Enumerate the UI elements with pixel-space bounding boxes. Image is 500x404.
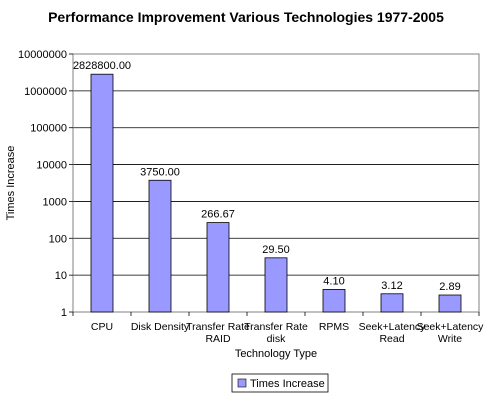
data-label: 4.10 xyxy=(323,275,344,287)
data-label: 3.12 xyxy=(381,280,402,292)
chart-title: Performance Improvement Various Technolo… xyxy=(48,9,444,25)
x-tick-label: disk xyxy=(267,333,286,345)
x-tick-label: Seek+Latency xyxy=(417,321,485,333)
x-tick-label: RPMS xyxy=(319,321,349,333)
data-label: 2828800.00 xyxy=(73,60,131,72)
y-tick-label: 1 xyxy=(61,307,67,319)
gridlines xyxy=(73,90,479,276)
y-axis-title: Times Increase xyxy=(5,146,17,221)
legend: Times Increase xyxy=(231,373,329,393)
bar xyxy=(206,222,230,313)
y-tick-label: 1000 xyxy=(43,196,67,208)
x-tick-label: Read xyxy=(379,333,404,345)
legend-box xyxy=(231,373,329,393)
bar xyxy=(380,293,404,313)
y-axis-ticks: 1 10 100 1000 10000 100000 1000000 10000000 xyxy=(18,49,73,319)
y-tick-label: 1000000 xyxy=(24,86,67,98)
bars: 2828800.00 3750.00 266.67 29.50 4.10 3.12 2.89 xyxy=(73,60,462,313)
x-tick-label: Disk Density xyxy=(131,321,190,333)
data-label: 3750.00 xyxy=(140,166,180,178)
data-label: 2.89 xyxy=(439,281,460,293)
bar xyxy=(322,289,346,313)
bar xyxy=(90,73,114,313)
y-tick-label: 100 xyxy=(49,233,67,245)
x-tick-label: RAID xyxy=(205,333,231,345)
bar xyxy=(148,179,172,313)
x-tick-label: Seek+Latency xyxy=(359,321,427,333)
y-tick-label: 100000 xyxy=(30,123,67,135)
data-label: 266.67 xyxy=(201,209,235,221)
data-label: 29.50 xyxy=(262,244,290,256)
bar xyxy=(438,294,462,313)
y-tick-label: 10000 xyxy=(36,160,67,172)
x-tick-label: Transfer Rate xyxy=(186,321,250,333)
x-tick-label: Transfer Rate xyxy=(244,321,308,333)
y-tick-label: 10000000 xyxy=(18,49,67,61)
legend-swatch xyxy=(237,378,247,388)
x-axis-title: Technology Type xyxy=(235,348,317,360)
x-tick-label: CPU xyxy=(91,321,113,333)
x-tick-label: Write xyxy=(438,333,462,345)
legend-label: Times Increase xyxy=(250,378,325,390)
bar xyxy=(264,257,288,313)
y-tick-label: 10 xyxy=(55,270,67,282)
